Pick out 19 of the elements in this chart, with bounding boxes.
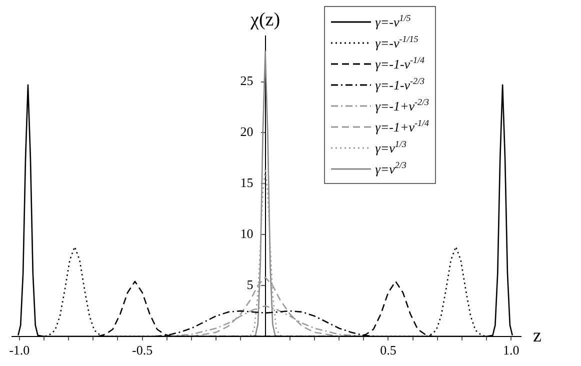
legend-label: γ=ν$^{1/3}$ (375, 138, 406, 156)
legend-label: γ=-ν$^{-1/15}$ (375, 34, 418, 52)
y-tick-label: 20 (240, 124, 254, 140)
legend-label: γ=-1+ν$^{-2/3}$ (375, 96, 429, 114)
y-tick-label: 10 (240, 226, 254, 241)
y-axis-title: χ(z) (250, 9, 280, 30)
y-tick-label: 5 (246, 276, 254, 292)
legend-label: γ=-1-ν$^{-1/4}$ (375, 54, 425, 72)
y-tick-label: 15 (240, 175, 254, 190)
x-tick-label: 1.0 (503, 342, 520, 358)
legend-label: γ=-1-ν$^{-2/3}$ (375, 76, 425, 94)
x-tick-label: -1.0 (9, 342, 30, 358)
legend-label: γ=-ν$^{1/5}$ (375, 12, 411, 30)
legend-label: γ=-1+ν$^{-1/4}$ (375, 118, 429, 136)
legend-label: γ=ν$^{2/3}$ (375, 160, 406, 178)
x-tick-label: -0.5 (132, 342, 153, 358)
x-tick-label: 0.5 (380, 342, 396, 358)
x-axis-title: z (533, 325, 542, 346)
y-tick-label: 25 (240, 73, 254, 88)
